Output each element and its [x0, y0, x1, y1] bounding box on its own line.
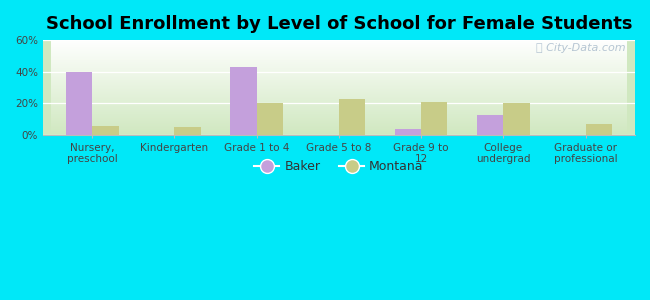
Legend: Baker, Montana: Baker, Montana [250, 155, 428, 178]
Bar [66, 72, 92, 135]
Bar [230, 67, 257, 135]
Bar [92, 126, 118, 135]
Bar [586, 124, 612, 135]
Title: School Enrollment by Level of School for Female Students: School Enrollment by Level of School for… [46, 15, 632, 33]
Bar [421, 102, 447, 135]
Bar [395, 129, 421, 135]
Bar [503, 103, 530, 135]
Bar [477, 115, 503, 135]
Bar [174, 127, 201, 135]
Bar [339, 99, 365, 135]
Text: ⓘ City-Data.com: ⓘ City-Data.com [536, 43, 626, 53]
Bar [257, 103, 283, 135]
